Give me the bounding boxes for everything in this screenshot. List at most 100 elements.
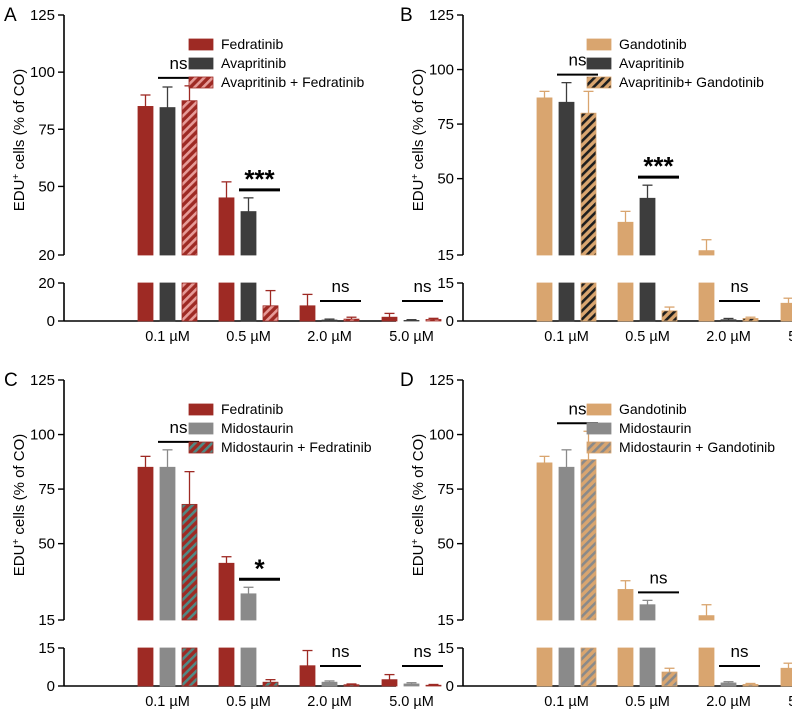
x-category-label: 5.0 µM [389, 329, 434, 345]
bar-lower [661, 310, 678, 322]
y-tick-label: 20 [38, 247, 55, 264]
bar-lower [780, 302, 792, 322]
legend-swatch [586, 57, 612, 70]
bar-upper [698, 250, 715, 256]
y-tick-label: 50 [437, 171, 454, 188]
legend-swatch [586, 403, 612, 416]
legend-swatch [586, 76, 612, 89]
y-tick-label: 100 [429, 427, 454, 444]
legend-label: Midostaurin [619, 420, 691, 436]
y-tick-label: 50 [38, 178, 55, 195]
legend-swatch [586, 441, 612, 454]
panel-label: D [400, 370, 414, 391]
legend-label: Avapritinib [619, 55, 684, 71]
y-axis-label: EDU+ cells (% of CO) [11, 434, 29, 577]
bar-upper [137, 466, 154, 621]
y-tick-label: 125 [429, 7, 454, 24]
bar-lower [617, 282, 634, 322]
panel-a: A EDU+ cells (% of CO) 20 50 75 100 125 0 20 0.1 … [4, 5, 443, 345]
legend-label: Gandotinib [619, 401, 687, 417]
bar-lower [181, 647, 198, 687]
bar-lower [299, 305, 316, 322]
panel-d: D EDU+ cells (% of CO) 15 50 75 100 125 0 15 0.1 … [400, 370, 792, 710]
legend-swatch [188, 76, 214, 89]
bar-upper [181, 100, 198, 256]
legend-label: Midostaurin [221, 420, 293, 436]
y-tick-label: 100 [30, 427, 55, 444]
y-tick-label: 50 [38, 536, 55, 553]
bar-upper [698, 615, 715, 621]
bar-upper [558, 466, 575, 621]
bar-lower [381, 316, 398, 322]
significance-label: ns [332, 642, 350, 661]
bar-upper [617, 221, 634, 256]
bar-lower [698, 282, 715, 322]
legend-swatch [188, 403, 214, 416]
y-tick-label: 0 [446, 678, 454, 695]
bar-upper [181, 503, 198, 621]
bar-lower [780, 667, 792, 687]
significance-label: ns [569, 399, 587, 418]
bar-lower [343, 318, 360, 322]
bar-lower [218, 647, 235, 687]
bar-lower [720, 682, 737, 687]
significance-label: * [254, 553, 265, 583]
y-tick-label: 15 [38, 640, 55, 657]
bar-upper [639, 197, 656, 256]
y-tick-label: 75 [437, 481, 454, 498]
bar-lower [698, 647, 715, 687]
bar-upper [558, 101, 575, 256]
panel-c: C EDU+ cells (% of CO) 15 50 75 100 125 0 15 0.1 … [4, 370, 443, 710]
y-tick-label: 100 [429, 62, 454, 79]
bar-upper [159, 466, 176, 621]
x-category-label: 2.0 µM [307, 329, 352, 345]
x-category-label: 0.5 µM [226, 694, 271, 710]
bar-upper [536, 462, 553, 621]
significance-label: ns [731, 277, 749, 296]
bar-upper [159, 107, 176, 256]
significance-label: ns [650, 568, 668, 587]
bar-lower [381, 679, 398, 687]
bar-lower [425, 684, 442, 687]
bar-lower [159, 647, 176, 687]
y-tick-label: 75 [437, 116, 454, 133]
y-tick-label: 20 [38, 275, 55, 292]
panel-label: A [4, 5, 17, 26]
bar-lower [218, 282, 235, 322]
significance-label: ns [332, 277, 350, 296]
y-tick-label: 0 [47, 678, 55, 695]
x-category-label: 5.0 µM [389, 694, 434, 710]
panel-label: B [400, 5, 413, 26]
x-category-label: 0.1 µM [544, 329, 589, 345]
significance-label: *** [244, 164, 275, 194]
y-tick-label: 15 [437, 612, 454, 629]
significance-label: ns [170, 54, 188, 73]
x-category-label: 0.1 µM [145, 694, 190, 710]
legend-label: Avapritinib + Fedratinib [221, 74, 365, 90]
bar-lower [639, 282, 656, 322]
bar-lower [639, 647, 656, 687]
y-axis-label: EDU+ cells (% of CO) [410, 434, 428, 577]
bar-lower [403, 320, 420, 322]
legend-swatch [188, 441, 214, 454]
legend-label: Gandotinib [619, 36, 687, 52]
bar-lower [580, 647, 597, 687]
bar-upper [580, 112, 597, 256]
bar-lower [262, 305, 279, 322]
y-tick-label: 50 [437, 536, 454, 553]
y-axis-label: EDU+ cells (% of CO) [11, 69, 29, 212]
y-tick-label: 0 [47, 313, 55, 330]
bar-lower [661, 671, 678, 687]
bar-lower [299, 665, 316, 687]
y-tick-label: 125 [30, 7, 55, 24]
bar-lower [159, 282, 176, 322]
x-category-label: 2.0 µM [706, 329, 751, 345]
bar-lower [321, 681, 338, 687]
x-category-label: 5.0 µM [788, 329, 792, 345]
significance-label: ns [414, 642, 432, 661]
legend-label: Avapritinib [221, 55, 286, 71]
x-category-label: 2.0 µM [706, 694, 751, 710]
significance-label: ns [414, 277, 432, 296]
panel-label: C [4, 370, 18, 391]
